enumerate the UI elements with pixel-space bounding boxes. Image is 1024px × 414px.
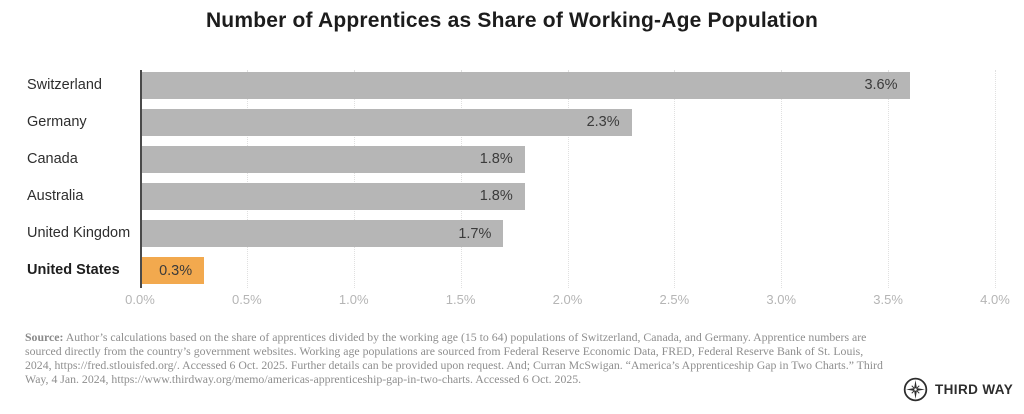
category-label-united-states: United States — [27, 262, 120, 279]
source-text: Author’s calculations based on the share… — [25, 330, 883, 386]
category-label-united-kingdom: United Kingdom — [27, 225, 131, 242]
compass-star-icon — [903, 377, 928, 402]
gridline-4.0 — [995, 70, 996, 288]
bar-value-label: 3.6% — [864, 77, 898, 93]
bar-value-label: 0.3% — [159, 262, 193, 279]
x-tick-label: 3.5% — [873, 292, 903, 307]
logo-text: THIRD WAY — [935, 382, 1014, 397]
gridline-1.5 — [460, 70, 462, 288]
category-label-switzerland: Switzerland — [27, 76, 102, 93]
bar-united-kingdom: 1.7% — [142, 220, 504, 248]
x-tick-label: 4.0% — [980, 292, 1010, 307]
x-tick-label: 0.5% — [232, 292, 262, 307]
y-axis-line — [140, 70, 142, 288]
bar-value-label: 1.7% — [458, 225, 492, 242]
gridline-1.0 — [353, 70, 355, 288]
x-tick-label: 2.0% — [552, 292, 583, 307]
source-note: Source: Author’s calculations based on t… — [25, 330, 885, 387]
bar-united-states: 0.3% — [142, 257, 205, 285]
gridline-2.5 — [674, 70, 676, 288]
source-label: Source: — [25, 330, 64, 344]
category-label-canada: Canada — [27, 150, 78, 167]
bar-canada: 1.8% — [142, 145, 525, 173]
bar-value-label: 1.8% — [479, 188, 513, 205]
x-tick-label: 3.0% — [766, 292, 797, 307]
bar-value-label: 2.3% — [586, 114, 620, 131]
gridline-3.0 — [781, 70, 783, 288]
gridline-0.5 — [246, 70, 248, 288]
x-tick-label: 2.5% — [659, 292, 690, 307]
bar-switzerland: 3.6% — [142, 71, 910, 99]
category-label-germany: Germany — [27, 113, 87, 130]
category-label-australia: Australia — [27, 187, 84, 204]
x-tick-label: 0.0% — [125, 292, 155, 307]
bar-germany: 2.3% — [142, 108, 632, 136]
gridline-2.0 — [567, 70, 569, 288]
chart-title: Number of Apprentices as Share of Workin… — [205, 9, 819, 32]
third-way-logo: THIRD WAY — [903, 377, 1013, 402]
bar-australia: 1.8% — [142, 182, 525, 210]
bar-value-label: 1.8% — [479, 151, 513, 168]
x-tick-label: 1.5% — [445, 292, 476, 307]
x-tick-label: 1.0% — [338, 292, 369, 307]
gridline-3.5 — [888, 70, 890, 288]
